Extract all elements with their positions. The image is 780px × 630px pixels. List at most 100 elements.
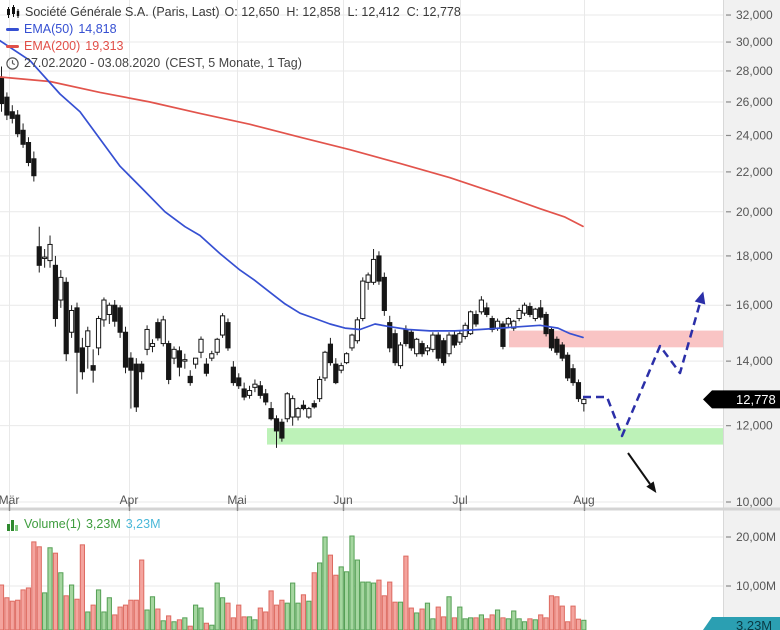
candle <box>338 365 344 371</box>
zones-layer <box>267 330 723 445</box>
candle <box>505 318 511 325</box>
candle <box>446 334 452 355</box>
ema200-line <box>0 76 584 228</box>
ema50-legend-row[interactable]: EMA(50) 14,818 <box>6 22 117 36</box>
candle <box>68 309 75 333</box>
volume-bar <box>538 614 544 630</box>
candle <box>273 418 280 432</box>
price-axis-label: 26,000 <box>736 95 773 109</box>
volume-bar <box>424 602 431 630</box>
candle <box>317 378 323 400</box>
candle <box>300 404 307 410</box>
price-axis-label: 18,000 <box>736 249 773 263</box>
candle <box>263 393 269 403</box>
clock-icon <box>6 56 19 70</box>
candle <box>230 366 236 384</box>
volume-bar <box>441 616 447 630</box>
arrowhead <box>646 481 657 493</box>
volume-bar <box>354 559 360 630</box>
candle <box>149 343 156 347</box>
candle <box>47 243 53 262</box>
time-axis[interactable]: Mär Apr Mai Jun Jul Aug <box>0 493 780 511</box>
candle <box>36 246 42 266</box>
volume-bar <box>42 592 48 630</box>
candle <box>15 114 21 135</box>
candle <box>25 142 32 163</box>
candle <box>354 319 360 342</box>
candle <box>193 357 199 365</box>
candle <box>424 347 431 352</box>
volume-bar <box>214 582 220 630</box>
ema50-line <box>0 39 584 339</box>
volume-bar <box>85 611 91 630</box>
volume-axis-label: 20,00M <box>736 530 776 544</box>
volume-bar <box>117 606 123 630</box>
volume-bar <box>31 541 37 630</box>
volume-bar <box>527 618 533 630</box>
volume-bar <box>392 601 398 630</box>
candle <box>203 363 209 374</box>
volume-bar <box>559 605 565 630</box>
volume-bar <box>52 552 59 630</box>
price-axis-label: 10,000 <box>736 495 773 509</box>
volume-bar <box>241 616 247 630</box>
candle <box>516 309 522 320</box>
candle <box>521 304 528 314</box>
volume-bar <box>219 597 226 630</box>
candle <box>155 322 161 339</box>
volume-bar <box>209 624 215 630</box>
last-volume-tag: 3,23M <box>703 617 780 630</box>
ema200-legend-row[interactable]: EMA(200) 19,313 <box>6 39 124 53</box>
timeframe-row[interactable]: 27.02.2020 - 03.08.2020 (CEST, 5 Monate,… <box>6 56 302 70</box>
candle <box>171 348 177 359</box>
volume-bar <box>128 599 134 630</box>
candle <box>327 343 334 364</box>
candle <box>0 76 5 105</box>
candle <box>473 313 479 325</box>
volume-bar <box>279 599 285 630</box>
volume-bar <box>370 582 377 630</box>
volume-bar <box>295 602 301 630</box>
volume-value: 3,23M <box>85 517 121 531</box>
price-axis-label: 22,000 <box>736 165 773 179</box>
volume-bar <box>306 600 312 630</box>
volume-bar <box>489 614 495 630</box>
instrument-legend-row[interactable]: Société Générale S.A. (Paris, Last) O: 1… <box>6 5 461 19</box>
month-label: Apr <box>120 493 139 507</box>
candle <box>343 353 350 364</box>
volume-legend-row[interactable]: Volume(1) 3,23M 3,23M <box>6 517 160 531</box>
candle <box>182 359 188 362</box>
volume-label: Volume(1) <box>24 517 81 531</box>
volume-bar <box>521 621 528 630</box>
candle <box>484 307 490 315</box>
volume-bar <box>187 625 193 630</box>
volume-bar <box>63 595 69 630</box>
volume-bar <box>236 604 242 630</box>
volume-bar <box>176 619 183 630</box>
volume-bar <box>0 584 5 630</box>
candle <box>527 306 533 315</box>
candle <box>370 258 377 283</box>
price-axis-label: 14,000 <box>736 354 773 368</box>
volume-bar <box>230 617 236 630</box>
candle <box>333 363 339 384</box>
candle <box>565 354 571 379</box>
month-label: Jun <box>333 493 352 507</box>
month-label: Mär <box>0 493 19 507</box>
candle <box>295 408 301 418</box>
timerange-text: 27.02.2020 - 03.08.2020 <box>24 56 161 70</box>
month-label: Jul <box>452 493 467 507</box>
instrument-name: Société Générale S.A. (Paris, Last) <box>25 5 220 19</box>
candle <box>500 323 506 347</box>
last-price-tag: 12,778 <box>703 390 780 409</box>
candle <box>441 340 447 364</box>
candle <box>198 338 204 353</box>
candle <box>408 331 414 349</box>
ema200-value: 19,313 <box>85 39 124 53</box>
price-axis[interactable] <box>723 0 780 630</box>
volume-bar <box>581 619 587 630</box>
candle <box>160 319 166 345</box>
volume-bar <box>505 618 511 630</box>
volume-bar <box>387 581 393 630</box>
